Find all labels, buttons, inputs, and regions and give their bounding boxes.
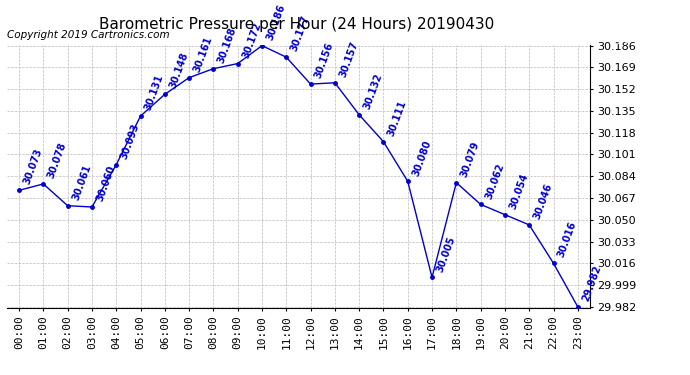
Text: 30.046: 30.046 [532, 182, 554, 221]
Text: Pressure  (Inches/Hg): Pressure (Inches/Hg) [502, 34, 629, 44]
Text: 30.177: 30.177 [289, 14, 311, 53]
Text: 30.080: 30.080 [411, 138, 433, 177]
Text: 30.161: 30.161 [192, 35, 214, 74]
Text: 30.157: 30.157 [337, 40, 360, 79]
Text: 30.005: 30.005 [435, 235, 457, 273]
Text: 30.016: 30.016 [556, 220, 578, 259]
Text: 30.093: 30.093 [119, 122, 141, 160]
Text: 30.156: 30.156 [313, 41, 335, 80]
Text: 30.131: 30.131 [144, 73, 166, 112]
Text: Copyright 2019 Cartronics.com: Copyright 2019 Cartronics.com [7, 30, 170, 40]
Text: 30.061: 30.061 [70, 163, 92, 201]
Text: 29.982: 29.982 [580, 264, 603, 303]
Text: 30.073: 30.073 [22, 147, 44, 186]
Text: 30.186: 30.186 [265, 3, 287, 42]
Text: 30.079: 30.079 [459, 140, 482, 178]
Text: 30.172: 30.172 [241, 21, 263, 59]
Text: 30.078: 30.078 [46, 141, 68, 180]
Text: 30.060: 30.060 [95, 164, 117, 203]
Text: 30.111: 30.111 [386, 99, 408, 138]
Text: 30.132: 30.132 [362, 72, 384, 111]
Text: 30.062: 30.062 [484, 162, 506, 200]
Text: Barometric Pressure per Hour (24 Hours) 20190430: Barometric Pressure per Hour (24 Hours) … [99, 17, 494, 32]
Text: 30.054: 30.054 [508, 172, 530, 210]
Text: 30.168: 30.168 [216, 26, 239, 64]
Text: 30.148: 30.148 [168, 51, 190, 90]
